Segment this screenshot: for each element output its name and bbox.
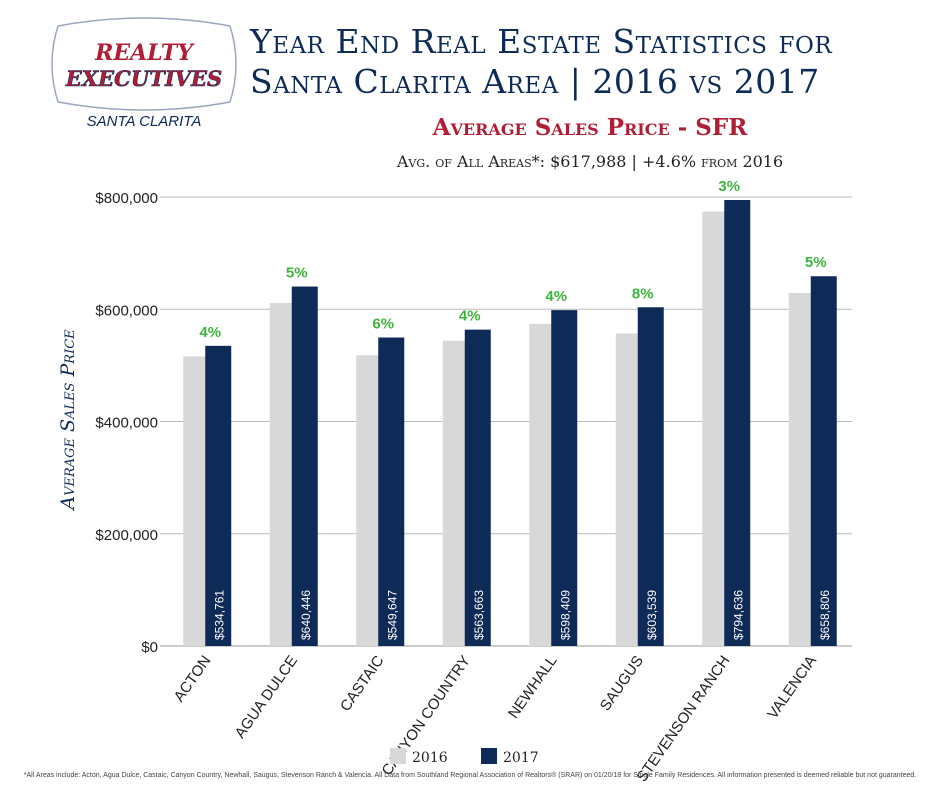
percent-change-label: 4% — [459, 308, 481, 325]
bar-value-label: $598,409 — [558, 590, 572, 640]
footnote: *All Areas include: Acton, Agua Dulce, C… — [23, 772, 917, 779]
realty-executives-logo: REALTY EXECUTIVES SANTA CLARITA — [51, 17, 237, 130]
bar-2016 — [702, 211, 729, 646]
x-tick-label: CASTAIC — [337, 652, 388, 714]
bar-2016 — [442, 340, 469, 646]
y-tick-label: $0 — [141, 639, 158, 656]
logo-text-realty: REALTY — [94, 40, 195, 66]
chart-subtitle: Average Sales Price - SFR — [432, 114, 748, 141]
bar-2017 — [378, 337, 405, 646]
bar-value-label: $603,539 — [645, 590, 659, 640]
y-tick-label: $200,000 — [95, 527, 158, 544]
percent-change-label: 6% — [372, 316, 394, 333]
average-summary-label: Avg. of All Areas*: — [396, 152, 546, 171]
title-line-2: Santa Clarita Area | 2016 vs 2017 — [250, 62, 820, 101]
legend-swatch-2016 — [390, 748, 406, 764]
x-tick-label: NEWHALL — [505, 653, 561, 722]
bar-2017 — [464, 329, 491, 646]
bar-2016 — [269, 303, 296, 646]
y-tick-label: $600,000 — [95, 302, 158, 319]
logo-text-executives: EXECUTIVES — [65, 66, 222, 91]
bar-2017 — [551, 310, 578, 646]
bar-2016 — [529, 323, 556, 646]
y-axis-label: Average Sales Price — [57, 329, 79, 512]
bar-2017 — [637, 307, 664, 646]
bar-value-label: $640,446 — [299, 590, 313, 640]
percent-change-label: 4% — [545, 288, 567, 305]
percent-change-label: 3% — [718, 178, 740, 195]
percent-change-label: 8% — [632, 285, 654, 302]
title-line-1: Year End Real Estate Statistics for — [250, 22, 833, 61]
bar-2016 — [356, 355, 383, 646]
bar-2016 — [183, 356, 210, 646]
legend-label-2017: 2017 — [503, 750, 539, 766]
page-title: Year End Real Estate Statistics for Sant… — [250, 22, 930, 102]
average-summary: Avg. of All Areas*: $617,988 | +4.6% fro… — [250, 152, 930, 171]
y-tick-label: $800,000 — [95, 190, 158, 207]
bar-value-label: $534,761 — [212, 590, 226, 640]
bar-2016 — [615, 333, 642, 646]
x-tick-label: AGUA DULCE — [232, 653, 301, 742]
y-tick-label: $400,000 — [95, 415, 158, 432]
bar-2017 — [810, 276, 837, 646]
percent-change-label: 4% — [199, 324, 221, 341]
legend-label-2016: 2016 — [412, 750, 448, 766]
logo-text-location: SANTA CLARITA — [87, 113, 202, 130]
legend-swatch-2017 — [481, 748, 497, 764]
percent-change-label: 5% — [286, 265, 308, 282]
percent-change-label: 5% — [805, 254, 827, 271]
average-summary-value: $617,988 | +4.6% from 2016 — [550, 152, 784, 171]
logo-badge-shape — [51, 17, 237, 111]
bar-value-label: $549,647 — [385, 590, 399, 640]
bar-2017 — [724, 200, 751, 646]
bar-2016 — [788, 292, 815, 646]
x-tick-label: ACTON — [171, 653, 215, 706]
x-tick-label: STEVENSON RANCH — [634, 653, 734, 786]
bar-value-label: $658,806 — [818, 590, 832, 640]
bar-2017 — [291, 286, 318, 646]
x-tick-label: VALENCIA — [764, 653, 820, 723]
bar-2017 — [205, 345, 232, 646]
x-tick-label: SAUGUS — [597, 653, 647, 715]
bar-value-label: $563,663 — [472, 590, 486, 640]
bar-value-label: $794,636 — [731, 590, 745, 640]
